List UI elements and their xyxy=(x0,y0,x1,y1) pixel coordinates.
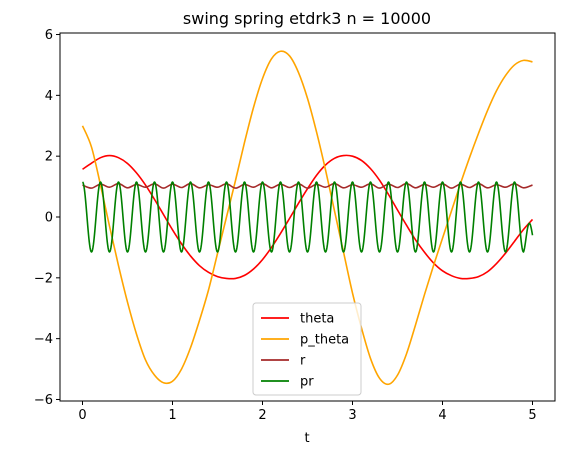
y-tick-label: −2 xyxy=(34,271,53,286)
series-line-r xyxy=(82,182,533,189)
legend-label-r: r xyxy=(300,354,306,369)
y-tick-label: 2 xyxy=(45,150,53,165)
x-axis-label: t xyxy=(304,431,309,446)
legend-label-p-theta: p_theta xyxy=(300,333,349,348)
x-tick-label: 2 xyxy=(258,408,266,423)
legend-label-pr: pr xyxy=(300,375,314,390)
x-axis: 0 1 2 3 4 5 xyxy=(78,401,537,423)
legend-label-theta: theta xyxy=(300,312,334,327)
chart-title: swing spring etdrk3 n = 10000 xyxy=(183,9,431,28)
y-tick-label: 0 xyxy=(45,211,53,226)
x-tick-label: 1 xyxy=(168,408,176,423)
plot-area xyxy=(59,32,556,402)
series-layer xyxy=(81,50,534,386)
x-tick-label: 5 xyxy=(528,408,536,423)
y-axis: −6 −4 −2 0 2 4 6 xyxy=(34,28,60,408)
legend-box xyxy=(252,302,362,396)
x-tick-label: 3 xyxy=(348,408,356,423)
series-line-pr xyxy=(82,181,534,253)
x-tick-label: 4 xyxy=(438,408,446,423)
y-tick-label: −4 xyxy=(34,332,53,347)
x-tick-label: 0 xyxy=(78,408,86,423)
y-tick-label: 4 xyxy=(45,89,53,104)
y-tick-label: −6 xyxy=(34,393,53,408)
y-tick-label: 6 xyxy=(45,28,53,43)
